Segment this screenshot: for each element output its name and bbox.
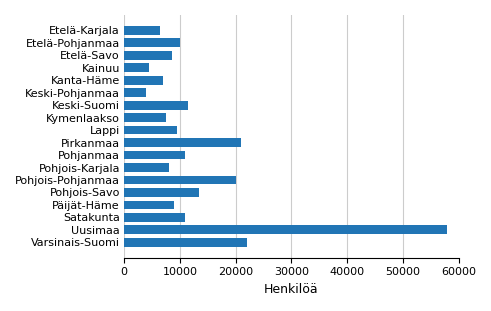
Bar xyxy=(124,88,146,97)
Bar xyxy=(124,51,171,60)
Bar xyxy=(124,26,161,35)
Bar xyxy=(124,113,166,122)
Bar xyxy=(124,39,180,47)
Bar xyxy=(124,225,447,234)
Bar xyxy=(124,163,169,172)
X-axis label: Henkilöä: Henkilöä xyxy=(264,283,319,296)
Bar xyxy=(124,101,188,109)
Bar xyxy=(124,213,186,222)
Bar xyxy=(124,238,247,247)
Bar xyxy=(124,151,186,160)
Bar xyxy=(124,76,163,85)
Bar xyxy=(124,126,177,134)
Bar xyxy=(124,176,236,184)
Bar xyxy=(124,63,149,72)
Bar xyxy=(124,138,241,147)
Bar xyxy=(124,188,199,197)
Bar xyxy=(124,201,174,209)
